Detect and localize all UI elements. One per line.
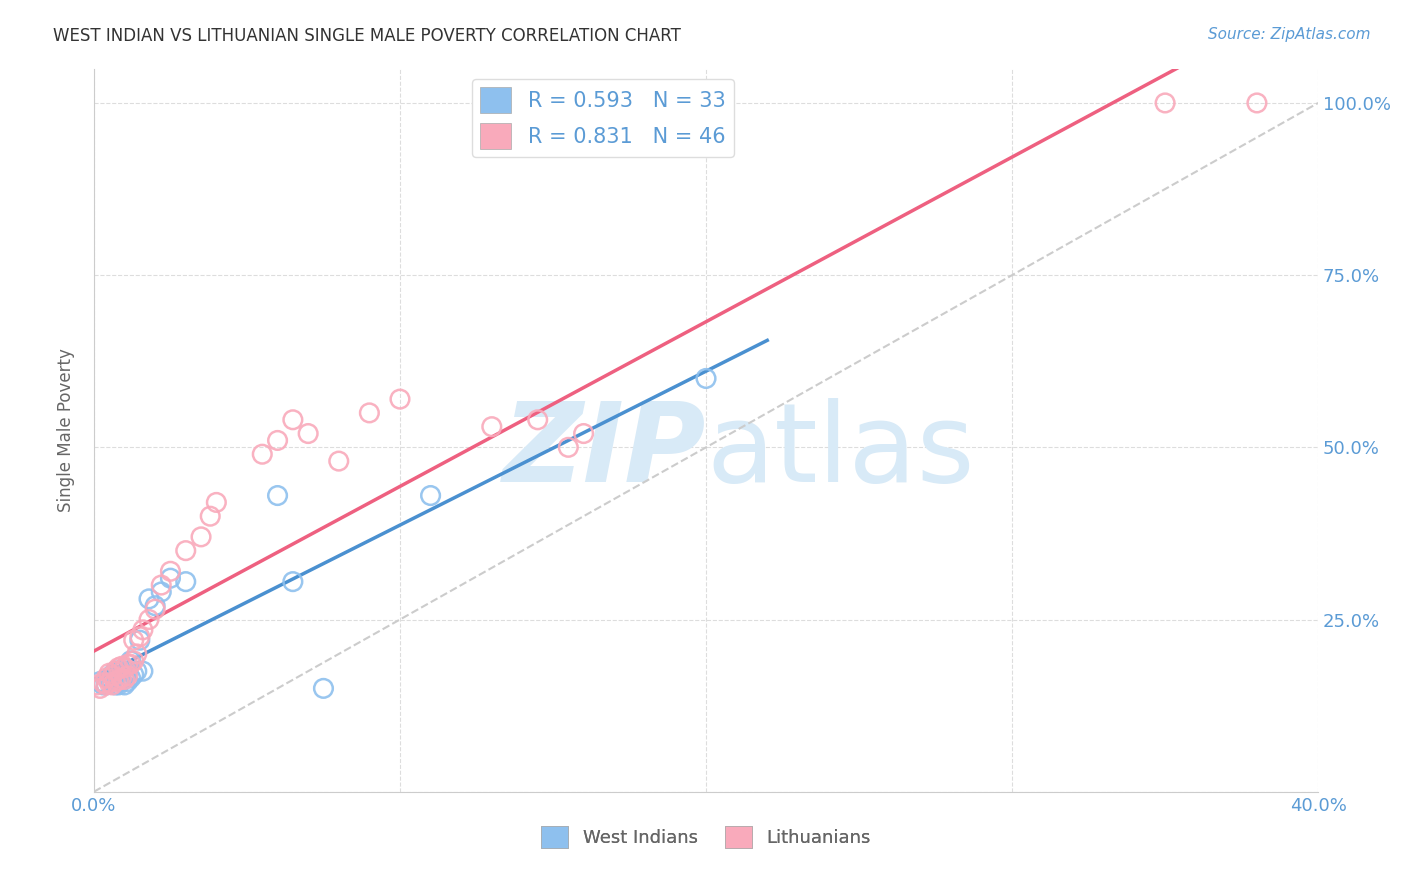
Point bbox=[117, 674, 139, 689]
Point bbox=[98, 671, 121, 685]
Point bbox=[695, 371, 717, 385]
Point bbox=[98, 676, 121, 690]
Point bbox=[114, 673, 136, 687]
Point bbox=[110, 671, 132, 685]
Point bbox=[107, 673, 129, 687]
Point bbox=[91, 678, 114, 692]
Point bbox=[110, 659, 132, 673]
Text: ZIP: ZIP bbox=[502, 399, 706, 505]
Point bbox=[138, 613, 160, 627]
Point bbox=[117, 669, 139, 683]
Point bbox=[1246, 95, 1268, 110]
Point bbox=[107, 678, 129, 692]
Point bbox=[481, 419, 503, 434]
Point bbox=[1154, 95, 1177, 110]
Point bbox=[200, 509, 222, 524]
Point bbox=[107, 664, 129, 678]
Point bbox=[266, 489, 288, 503]
Legend: West Indians, Lithuanians: West Indians, Lithuanians bbox=[534, 819, 877, 855]
Point bbox=[86, 678, 108, 692]
Point bbox=[359, 406, 381, 420]
Point bbox=[388, 392, 411, 406]
Point bbox=[128, 630, 150, 644]
Point bbox=[419, 489, 441, 503]
Point bbox=[120, 654, 142, 668]
Point bbox=[132, 664, 155, 678]
Point bbox=[104, 674, 127, 689]
Point bbox=[143, 602, 166, 616]
Point bbox=[101, 669, 124, 683]
Point bbox=[96, 671, 118, 685]
Point bbox=[98, 666, 121, 681]
Point bbox=[128, 633, 150, 648]
Point bbox=[526, 413, 548, 427]
Point bbox=[572, 426, 595, 441]
Text: WEST INDIAN VS LITHUANIAN SINGLE MALE POVERTY CORRELATION CHART: WEST INDIAN VS LITHUANIAN SINGLE MALE PO… bbox=[53, 27, 682, 45]
Point bbox=[125, 664, 148, 678]
Point bbox=[312, 681, 335, 696]
Point bbox=[150, 578, 173, 592]
Point bbox=[114, 661, 136, 675]
Point bbox=[281, 574, 304, 589]
Point bbox=[104, 664, 127, 678]
Point bbox=[96, 678, 118, 692]
Point bbox=[252, 447, 274, 461]
Point bbox=[132, 623, 155, 637]
Point bbox=[89, 674, 111, 689]
Point bbox=[205, 495, 228, 509]
Point bbox=[266, 434, 288, 448]
Point bbox=[120, 671, 142, 685]
Point bbox=[120, 657, 142, 672]
Text: Source: ZipAtlas.com: Source: ZipAtlas.com bbox=[1208, 27, 1371, 42]
Point bbox=[89, 681, 111, 696]
Point bbox=[328, 454, 350, 468]
Point bbox=[107, 661, 129, 675]
Point bbox=[150, 585, 173, 599]
Point bbox=[125, 647, 148, 661]
Point bbox=[91, 676, 114, 690]
Point bbox=[138, 591, 160, 606]
Point bbox=[96, 678, 118, 692]
Point bbox=[281, 413, 304, 427]
Point bbox=[101, 667, 124, 681]
Y-axis label: Single Male Poverty: Single Male Poverty bbox=[58, 348, 75, 512]
Point bbox=[110, 674, 132, 689]
Point bbox=[101, 674, 124, 689]
Point bbox=[159, 571, 181, 585]
Text: atlas: atlas bbox=[706, 399, 974, 505]
Point bbox=[101, 678, 124, 692]
Point bbox=[174, 574, 197, 589]
Point bbox=[122, 654, 145, 668]
Point bbox=[117, 657, 139, 672]
Point bbox=[122, 667, 145, 681]
Point bbox=[190, 530, 212, 544]
Point bbox=[297, 426, 319, 441]
Point bbox=[117, 664, 139, 678]
Point bbox=[110, 664, 132, 678]
Point bbox=[104, 664, 127, 678]
Point bbox=[122, 633, 145, 648]
Point bbox=[104, 678, 127, 692]
Point bbox=[174, 543, 197, 558]
Point bbox=[557, 440, 579, 454]
Point bbox=[159, 564, 181, 578]
Point bbox=[114, 671, 136, 685]
Point bbox=[114, 661, 136, 675]
Point bbox=[114, 678, 136, 692]
Point bbox=[143, 599, 166, 613]
